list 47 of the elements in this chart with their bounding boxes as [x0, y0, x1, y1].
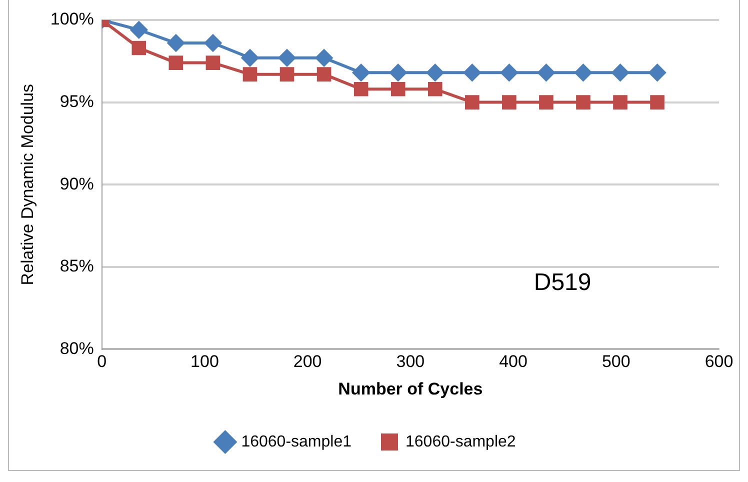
point [426, 64, 444, 82]
legend-label: 16060-sample1 [241, 433, 352, 450]
x-axis-title: Number of Cycles [338, 379, 483, 398]
x-tick-label: 500 [602, 352, 630, 372]
x-tick-label: 100 [190, 352, 219, 372]
point [613, 95, 628, 110]
point [612, 64, 629, 82]
legend-label: 16060-sample2 [406, 433, 516, 450]
point [316, 67, 332, 82]
point [352, 64, 370, 82]
x-tick-label: 300 [396, 352, 425, 372]
point [538, 64, 555, 82]
point [648, 64, 666, 82]
y-tick-label: 95% [60, 92, 94, 111]
point [167, 34, 184, 52]
point [280, 67, 294, 82]
x-tick-label: 400 [499, 352, 528, 372]
point [168, 56, 184, 70]
point [316, 49, 333, 66]
point [242, 67, 258, 82]
point [464, 95, 480, 110]
point [390, 82, 406, 96]
point [539, 95, 554, 110]
point [206, 56, 220, 70]
point [390, 64, 407, 82]
point [576, 95, 590, 110]
point [428, 82, 442, 96]
y-tick-label: 90% [60, 174, 94, 194]
point [650, 95, 664, 110]
point [574, 64, 592, 82]
x-tick-label: 200 [293, 352, 322, 372]
x-tick-label: 600 [704, 352, 734, 372]
annotation: D519 [534, 268, 592, 296]
y-tick-label: 85% [60, 256, 94, 276]
y-tick-label: 100% [50, 10, 94, 29]
y-axis-title: Relative Dynamic Modulus [18, 84, 37, 286]
point [354, 82, 368, 96]
point [500, 64, 518, 82]
point [204, 34, 222, 52]
point [502, 95, 516, 110]
point [278, 49, 296, 66]
y-tick-label: 80% [60, 338, 94, 358]
point [132, 40, 146, 56]
point [130, 21, 148, 38]
point [241, 49, 258, 66]
x-tick-label: 0 [97, 352, 107, 372]
point [464, 64, 481, 82]
